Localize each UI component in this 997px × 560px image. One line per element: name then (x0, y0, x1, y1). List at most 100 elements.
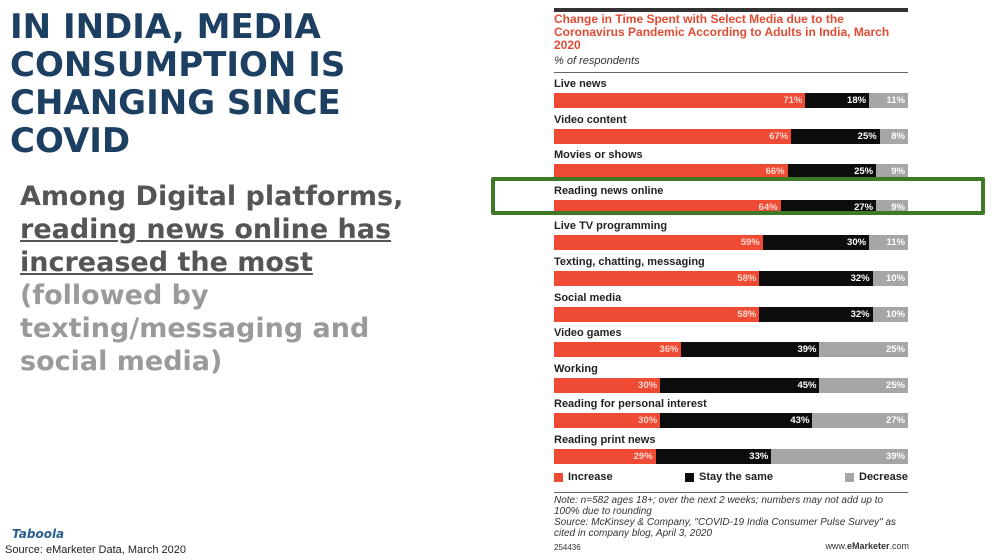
bar-segment-increase: 58% (554, 270, 760, 286)
bar-segment-increase: 66% (554, 164, 788, 180)
chart-note: Note: n=582 ages 18+; over the next 2 we… (554, 495, 908, 539)
category-label: Video content (554, 113, 627, 126)
brand-prefix: www. (825, 541, 847, 551)
legend-decrease-swatch (845, 472, 854, 482)
data-label: 64% (758, 201, 778, 213)
chart-source-text: Source: McKinsey & Company, "COVID-19 In… (554, 517, 897, 539)
taboola-logo: Taboola (12, 527, 65, 541)
brand-name: eMarketer (846, 541, 890, 551)
data-label: 11% (886, 237, 905, 249)
category-label: Texting, chatting, messaging (554, 255, 705, 268)
data-label: 27% (854, 201, 874, 213)
bar-segment-stay-the-same: 32% (759, 306, 873, 322)
bar-segment-stay-the-same: 25% (791, 128, 880, 144)
bar-segment-increase: 58% (554, 306, 760, 322)
chart-row-video-content: Video content 67% 25% 8% (554, 114, 908, 150)
chart-row-reading-for-personal-interest: Reading for personal interest 30% 43% 27% (554, 398, 908, 434)
data-label: 58% (737, 272, 757, 284)
chart-subtitle: % of respondents (554, 55, 640, 67)
category-label: Live news (554, 78, 607, 90)
legend-decrease: Decrease (845, 471, 908, 483)
data-label: 29% (633, 450, 653, 462)
bar-segment-stay-the-same: 39% (681, 342, 820, 358)
category-label: Working (554, 362, 598, 375)
data-label: 32% (850, 308, 870, 320)
stacked-bar: 66% 25% 9% (554, 164, 908, 180)
bar-segment-decrease: 11% (869, 93, 908, 108)
chart-row-live-news: Live news 71% 18% 11% (554, 78, 908, 114)
stacked-bar: 59% 30% 11% (554, 235, 908, 251)
data-label: 30% (847, 237, 867, 249)
bar-segment-stay-the-same: 32% (759, 270, 873, 286)
legend-increase-label: Increase (568, 471, 613, 483)
data-label: 39% (797, 344, 817, 356)
stacked-bar: 29% 33% 39% (554, 448, 908, 464)
stacked-bar: 30% 45% 25% (554, 377, 908, 393)
stacked-bar: 30% 43% 27% (554, 413, 908, 429)
chart-rows: Live news 71% 18% 11% Video content 67% 25% 8% M… (554, 78, 908, 470)
bar-segment-decrease: 25% (819, 377, 908, 393)
bar-segment-decrease: 39% (771, 448, 908, 464)
emarketer-brand: www.eMarketer.com (825, 541, 909, 551)
legend-stay-the-same-swatch (685, 472, 694, 482)
bar-segment-stay-the-same: 25% (787, 164, 877, 180)
chart-row-reading-print-news: Reading print news 29% 33% 39% (554, 434, 908, 470)
bar-segment-decrease: 11% (869, 235, 908, 251)
data-label: 66% (765, 166, 785, 178)
data-label: 25% (857, 130, 877, 142)
data-label: 58% (737, 308, 757, 320)
slide-source: Source: eMarketer Data, March 2020 (5, 544, 186, 556)
emarketer-chart: Change in Time Spent with Select Media d… (547, 8, 909, 556)
chart-note-text: Note: n=582 ages 18+; over the next 2 we… (554, 495, 884, 517)
data-label: 18% (847, 95, 867, 106)
bar-segment-decrease: 27% (812, 413, 908, 429)
legend-decrease-label: Decrease (859, 471, 908, 483)
chart-divider (554, 72, 908, 73)
bar-segment-increase: 59% (554, 235, 763, 251)
legend-increase-swatch (554, 472, 563, 482)
data-label: 71% (783, 95, 803, 106)
category-label: Video games (554, 327, 622, 340)
data-label: 30% (638, 415, 658, 427)
data-label: 27% (885, 415, 905, 427)
slide-subtext: Among Digital platforms, reading news on… (20, 180, 420, 378)
data-label: 11% (886, 95, 905, 106)
data-label: 10% (885, 272, 905, 284)
bar-segment-decrease: 9% (876, 164, 908, 180)
data-label: 10% (885, 308, 905, 320)
chart-row-working: Working 30% 45% 25% (554, 363, 908, 399)
data-label: 9% (891, 201, 905, 213)
data-label: 8% (891, 130, 905, 142)
data-label: 59% (740, 237, 760, 249)
brand-suffix: .com (889, 541, 909, 551)
chart-row-social-media: Social media 58% 32% 10% (554, 292, 908, 328)
category-label: Live TV programming (554, 220, 668, 233)
data-label: 43% (790, 415, 810, 427)
data-label: 9% (891, 166, 905, 178)
legend-increase: Increase (554, 471, 613, 483)
data-label: 32% (850, 272, 870, 284)
chart-footer-divider (554, 492, 908, 493)
category-label: Social media (554, 291, 622, 304)
bar-segment-stay-the-same: 43% (660, 413, 813, 429)
chart-row-texting-chatting-messaging: Texting, chatting, messaging 58% 32% 10% (554, 256, 908, 292)
subtext-intro: Among Digital platforms, (20, 181, 404, 212)
stacked-bar: 67% 25% 8% (554, 128, 908, 144)
data-label: 25% (854, 166, 874, 178)
subtext-highlight: reading news online has increased the mo… (20, 214, 392, 278)
data-label: 39% (885, 450, 905, 462)
stacked-bar: 58% 32% 10% (554, 306, 908, 322)
category-label: Movies or shows (554, 149, 643, 162)
bar-segment-increase: 30% (554, 377, 661, 393)
chart-title: Change in Time Spent with Select Media d… (554, 12, 890, 52)
legend-stay-the-same: Stay the same (685, 471, 773, 483)
bar-segment-stay-the-same: 30% (762, 235, 870, 251)
bar-segment-increase: 30% (554, 413, 661, 429)
chart-top-rule (554, 8, 908, 12)
data-label: 45% (797, 379, 817, 391)
bar-segment-increase: 36% (554, 342, 682, 358)
bar-segment-stay-the-same: 45% (660, 377, 820, 393)
data-label: 25% (885, 379, 905, 391)
bar-segment-stay-the-same: 18% (805, 93, 870, 108)
reading-news-online-highlight (491, 177, 985, 215)
